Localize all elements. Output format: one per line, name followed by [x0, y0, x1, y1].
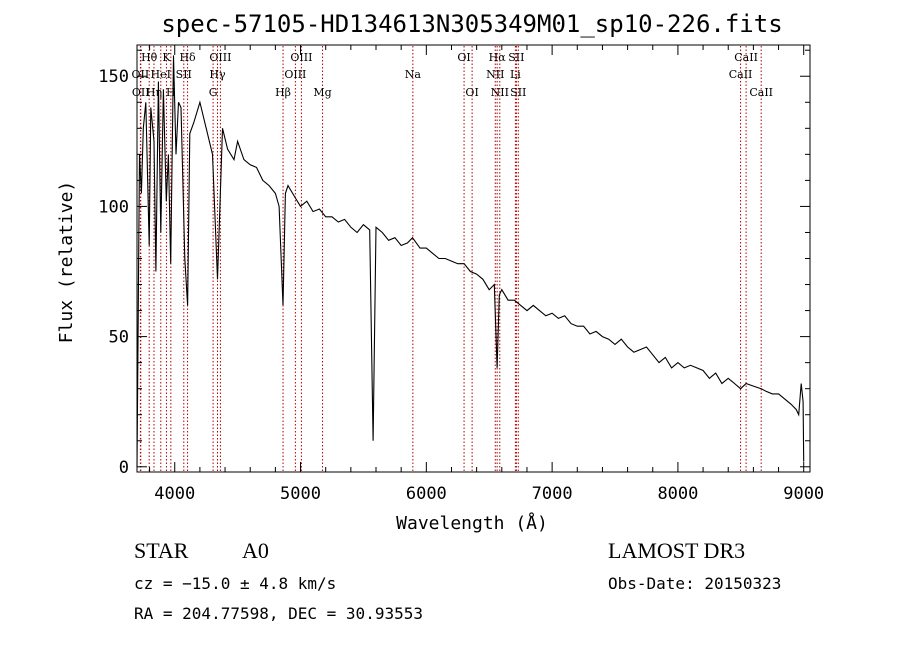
survey-name: LAMOST DR3 — [608, 538, 746, 563]
x-tick-label: 7000 — [532, 484, 573, 504]
line-label-10: Hγ — [209, 68, 226, 81]
x-axis-label: Wavelength (Å) — [396, 512, 548, 534]
y-axis-label: Flux (relative) — [56, 181, 77, 344]
line-label-26: CaII — [729, 68, 753, 81]
x-tick-label: 9000 — [783, 484, 824, 504]
line-label-13: OIII — [290, 51, 312, 64]
line-label-19: Hα — [489, 51, 507, 64]
line-label-3: Hη — [146, 86, 162, 99]
y-tick-label: 50 — [109, 328, 129, 348]
line-label-0: Hθ — [141, 51, 158, 64]
observation-date: Obs-Date: 20150323 — [608, 574, 782, 593]
line-label-2: OII — [132, 86, 150, 99]
line-label-18: OI — [465, 86, 478, 99]
line-label-8: Hδ — [179, 51, 196, 64]
line-label-11: G — [209, 86, 218, 99]
line-label-16: Na — [405, 68, 422, 81]
spectrum-line-layer — [136, 55, 805, 467]
x-tick-label: 5000 — [280, 484, 321, 504]
plot-frame — [136, 44, 811, 473]
object-subclass: A0 — [242, 538, 269, 563]
line-label-21: NII — [486, 68, 504, 81]
object-class: STAR — [134, 538, 189, 563]
line-label-24: SII — [510, 86, 526, 99]
x-tick-label: 8000 — [657, 484, 698, 504]
line-label-12: Hβ — [275, 86, 291, 99]
y-tick-label: 100 — [98, 197, 129, 217]
line-label-17: OI — [457, 51, 470, 64]
coordinates: RA = 204.77598, DEC = 30.93553 — [134, 604, 423, 623]
spectrum-line — [136, 55, 805, 467]
line-label-9: OIII — [209, 51, 231, 64]
line-label-7: SII — [176, 68, 192, 81]
line-label-15: Mg — [313, 86, 331, 99]
line-label-27: CaII — [749, 86, 773, 99]
line-label-14: OIII — [284, 68, 306, 81]
y-tick-label: 0 — [119, 458, 129, 478]
line-label-22: Li — [510, 68, 521, 81]
redshift-velocity: cz = −15.0 ± 4.8 km/s — [134, 574, 337, 593]
line-label-25: CaII — [734, 51, 758, 64]
x-tick-label: 6000 — [406, 484, 447, 504]
spectral-line-markers — [139, 46, 762, 472]
line-label-20: SII — [508, 51, 524, 64]
line-label-1: OII — [132, 68, 150, 81]
line-label-4: HeI — [151, 68, 171, 81]
axis-ticks: 4000 5000 6000 7000 8000 9000 0 50 100 150 — [98, 45, 824, 504]
line-label-6: H — [166, 86, 176, 99]
line-label-5: K — [162, 51, 171, 64]
x-tick-label: 4000 — [154, 484, 195, 504]
chart-title: spec-57105-HD134613N305349M01_sp10-226.f… — [161, 10, 782, 38]
y-tick-label: 150 — [98, 67, 129, 87]
line-label-23: NII — [491, 86, 509, 99]
